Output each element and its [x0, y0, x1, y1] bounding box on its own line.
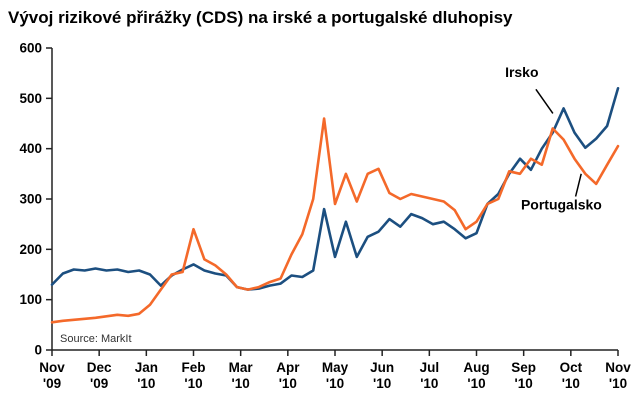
svg-text:'09: '09: [90, 376, 108, 391]
svg-text:500: 500: [19, 91, 42, 106]
svg-text:Portugalsko: Portugalsko: [521, 197, 602, 213]
svg-text:'10: '10: [184, 376, 202, 391]
svg-text:Oct: Oct: [560, 360, 583, 375]
svg-text:Aug: Aug: [463, 360, 489, 375]
svg-text:Mar: Mar: [229, 360, 254, 375]
svg-text:'09: '09: [43, 376, 61, 391]
svg-text:Jul: Jul: [420, 360, 440, 375]
svg-text:'10: '10: [373, 376, 391, 391]
svg-text:'10: '10: [420, 376, 438, 391]
svg-text:'10: '10: [279, 376, 297, 391]
svg-text:Dec: Dec: [87, 360, 112, 375]
svg-text:Nov: Nov: [605, 360, 631, 375]
svg-text:Jan: Jan: [135, 360, 158, 375]
svg-text:300: 300: [19, 192, 42, 207]
svg-text:Feb: Feb: [181, 360, 205, 375]
svg-text:Sep: Sep: [511, 360, 536, 375]
svg-text:100: 100: [19, 292, 42, 307]
svg-text:Source: MarkIt: Source: MarkIt: [60, 333, 132, 345]
svg-text:'10: '10: [609, 376, 627, 391]
svg-text:Nov: Nov: [39, 360, 65, 375]
line-chart: 0100200300400500600Nov'09Dec'09Jan'10Feb…: [19, 41, 631, 392]
svg-text:'10: '10: [326, 376, 344, 391]
svg-text:'10: '10: [562, 376, 580, 391]
svg-text:Irsko: Irsko: [505, 64, 538, 80]
svg-text:Jun: Jun: [370, 360, 394, 375]
chart-title: Vývoj rizikové přirážky (CDS) na irské a…: [8, 8, 513, 27]
svg-text:'10: '10: [515, 376, 533, 391]
svg-text:Apr: Apr: [276, 360, 300, 375]
svg-text:400: 400: [19, 141, 42, 156]
svg-text:'10: '10: [232, 376, 250, 391]
svg-text:0: 0: [34, 343, 42, 358]
svg-text:'10: '10: [137, 376, 155, 391]
svg-text:'10: '10: [467, 376, 485, 391]
svg-text:600: 600: [19, 41, 42, 56]
svg-text:May: May: [322, 360, 349, 375]
svg-text:200: 200: [19, 242, 42, 257]
